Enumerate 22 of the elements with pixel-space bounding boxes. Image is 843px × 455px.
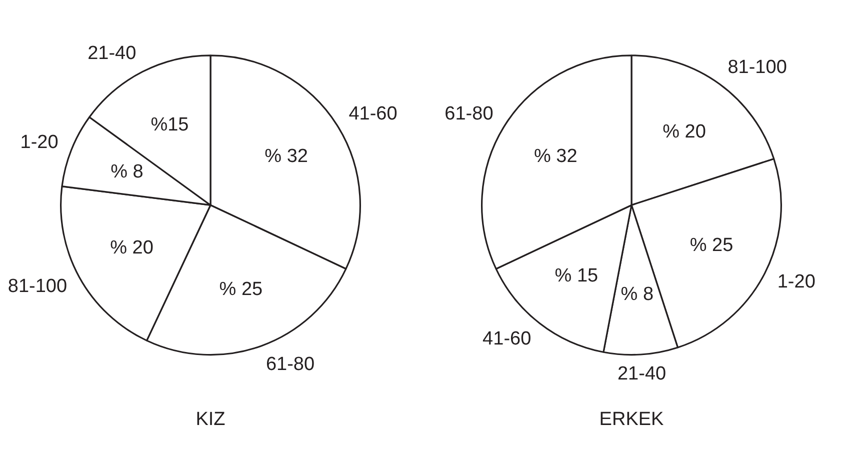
data-label: % 20 bbox=[110, 238, 154, 259]
data-label: % 32 bbox=[264, 146, 308, 168]
text: KIZ bbox=[196, 408, 226, 430]
data-label: % 32 bbox=[534, 146, 578, 168]
slice-label: 1-20 bbox=[777, 271, 816, 292]
slice-label: 61-80 bbox=[444, 103, 494, 124]
data-label: % 15 bbox=[554, 265, 598, 286]
slice-label: 81-100 bbox=[728, 57, 787, 78]
slice-label: 81-100 bbox=[8, 276, 68, 298]
slice-label: 61-80 bbox=[266, 354, 315, 375]
slice-label: 41-60 bbox=[482, 328, 532, 350]
data-label: % 8 bbox=[620, 284, 654, 305]
slice-label: 41-60 bbox=[348, 103, 398, 124]
slice-label: 21-40 bbox=[88, 43, 136, 64]
data-label: % 8 bbox=[110, 161, 144, 182]
slice-label: 21-40 bbox=[617, 364, 666, 385]
text: ERKEK bbox=[599, 408, 664, 430]
data-label: %15 bbox=[150, 114, 189, 136]
slice-label: 1-20 bbox=[20, 132, 58, 153]
data-label: % 25 bbox=[219, 278, 263, 300]
data-label: % 20 bbox=[662, 122, 706, 143]
data-label: % 25 bbox=[690, 235, 734, 256]
